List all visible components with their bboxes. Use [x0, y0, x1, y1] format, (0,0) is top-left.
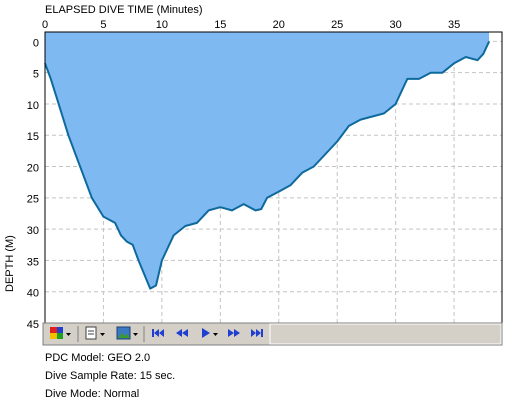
y-tick-label: 20	[27, 162, 39, 174]
info-line: Dive Mode: Normal	[45, 388, 139, 400]
x-tick-label: 0	[42, 19, 48, 31]
y-axis-label: DEPTH (M)	[4, 235, 16, 292]
x-tick-label: 35	[448, 19, 460, 31]
chart-title: ELAPSED DIVE TIME (Minutes)	[45, 4, 203, 16]
y-tick-label: 10	[27, 100, 39, 112]
y-tick-label: 30	[27, 225, 39, 237]
depth-area	[45, 32, 490, 289]
legend-button[interactable]	[50, 327, 71, 339]
image-button[interactable]	[116, 326, 138, 340]
first-button[interactable]	[152, 329, 164, 337]
y-tick-label: 0	[33, 37, 39, 49]
depth-line	[44, 40, 491, 290]
y-tick-label: 40	[27, 288, 39, 300]
y-tick-label: 25	[27, 194, 39, 206]
next-button[interactable]	[228, 329, 240, 337]
x-tick-label: 30	[390, 19, 402, 31]
x-tick-label: 15	[214, 19, 226, 31]
y-tick-label: 45	[27, 319, 39, 331]
play-button[interactable]	[202, 328, 218, 338]
last-button[interactable]	[251, 329, 263, 337]
y-tick-label: 15	[27, 131, 39, 143]
x-tick-label: 25	[331, 19, 343, 31]
properties-button[interactable]	[85, 326, 105, 340]
x-tick-label: 20	[273, 19, 285, 31]
info-line: Dive Sample Rate: 15 sec.	[45, 370, 175, 382]
y-tick-label: 5	[33, 69, 39, 81]
y-tick-label: 35	[27, 256, 39, 268]
previous-button[interactable]	[176, 329, 188, 337]
x-tick-label: 5	[100, 19, 106, 31]
toolbar-panel	[269, 323, 502, 345]
x-tick-label: 10	[156, 19, 168, 31]
info-line: PDC Model: GEO 2.0	[45, 352, 150, 364]
toolbar	[42, 322, 503, 346]
